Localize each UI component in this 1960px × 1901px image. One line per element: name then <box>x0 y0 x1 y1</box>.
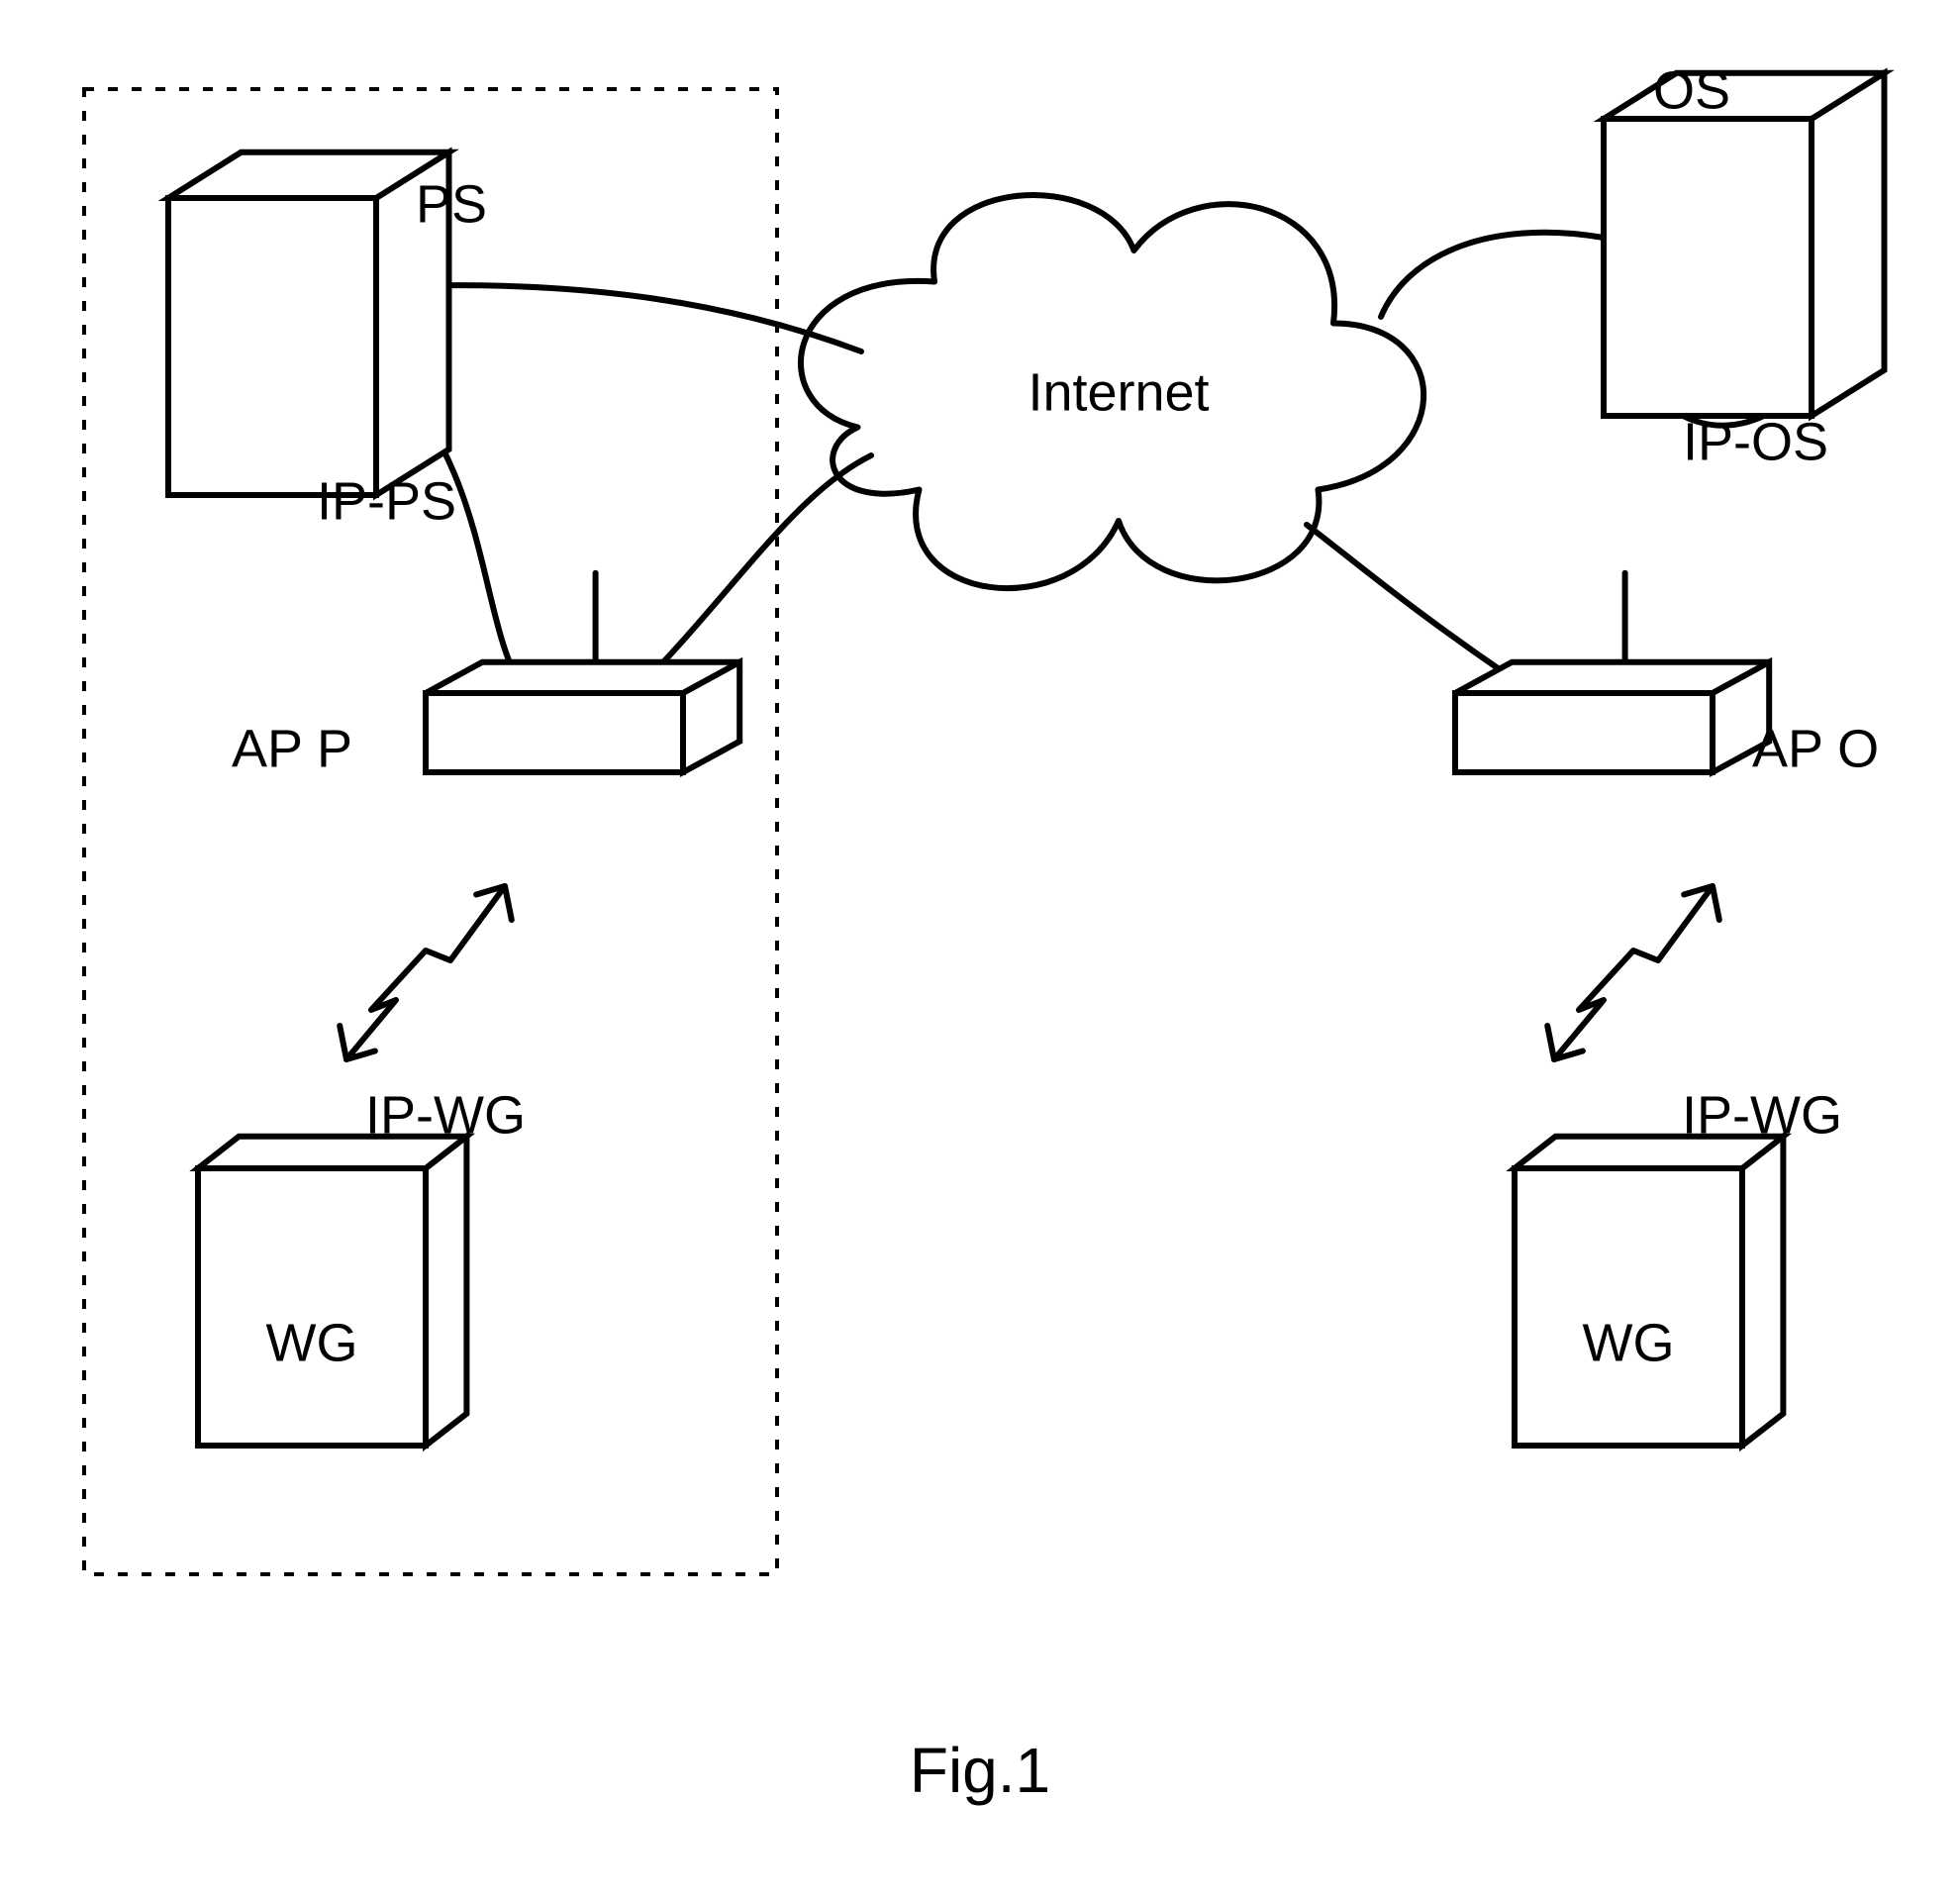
figure-caption: Fig.1 <box>910 1735 1050 1806</box>
label-ap-o: AP O <box>1752 719 1879 778</box>
label-wg-left: WG <box>266 1313 358 1372</box>
label-ip-ps: IP-PS <box>317 471 456 531</box>
label-ap-p: AP P <box>232 719 352 778</box>
wireless-link-left <box>340 886 512 1059</box>
label-internet: Internet <box>1028 362 1209 422</box>
label-ps: PS <box>416 174 487 234</box>
node-ap-o <box>1455 573 1769 772</box>
node-wg-right <box>1515 1137 1783 1446</box>
link-os-cloud <box>1381 233 1604 317</box>
node-ap-p <box>426 573 739 772</box>
label-ip-wg-right: IP-WG <box>1682 1085 1842 1145</box>
link-ap_p-cloud <box>634 455 871 693</box>
label-wg-right: WG <box>1583 1313 1675 1372</box>
node-wg-left <box>198 1137 466 1446</box>
node-ps <box>168 152 449 495</box>
label-ip-os: IP-OS <box>1683 412 1828 471</box>
label-os: OS <box>1653 60 1730 120</box>
wireless-link-right <box>1547 886 1719 1059</box>
label-ip-wg-left: IP-WG <box>365 1085 526 1145</box>
node-os <box>1604 73 1885 416</box>
